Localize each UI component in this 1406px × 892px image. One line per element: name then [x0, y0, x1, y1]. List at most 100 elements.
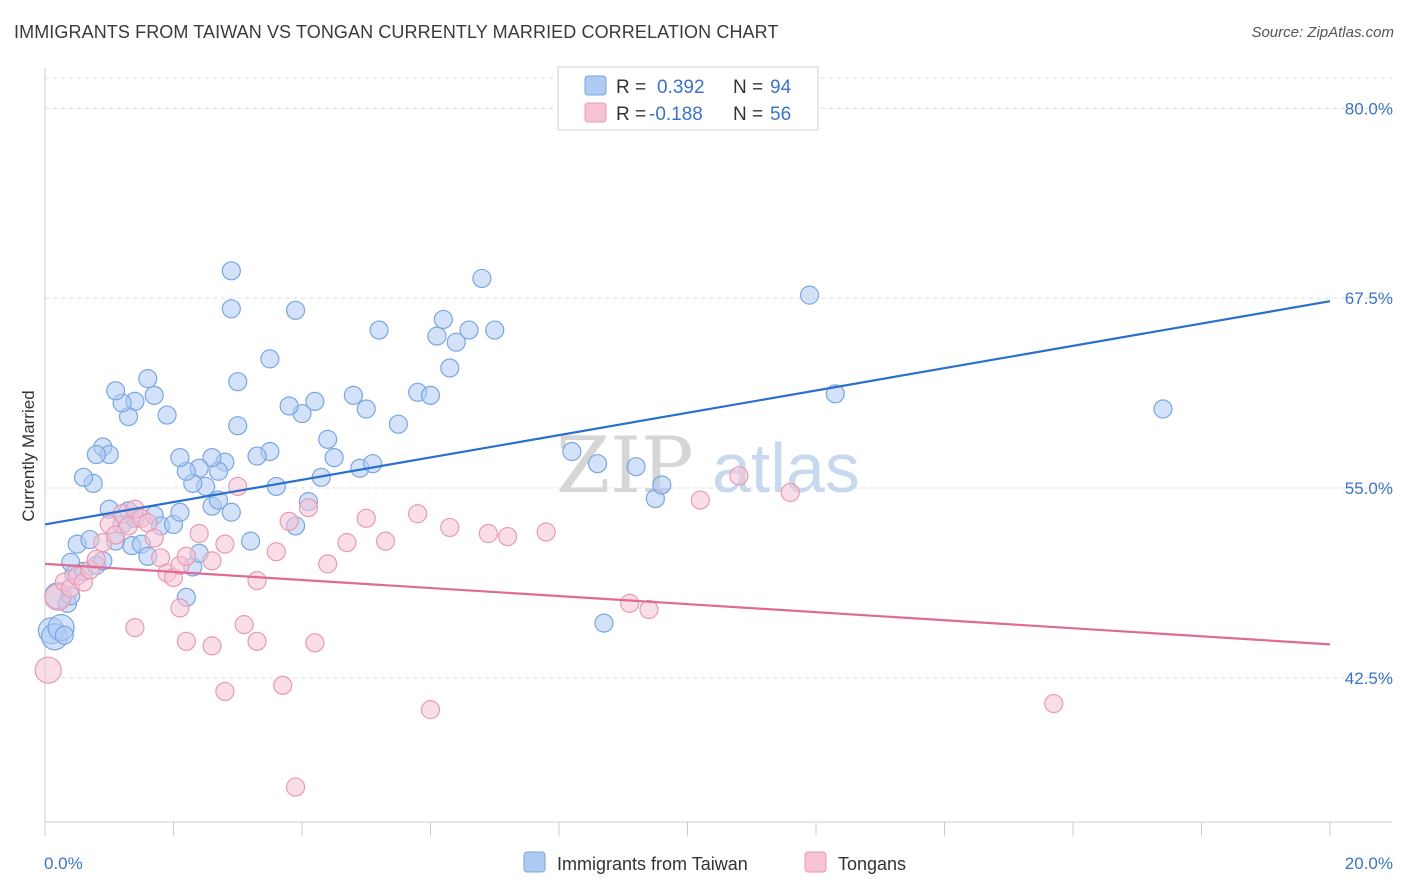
taiwan-point-87: [626, 457, 646, 477]
tongan-point-7: [86, 549, 107, 569]
taiwan-point-59: [170, 447, 190, 468]
trend-lines: [44, 300, 1331, 646]
chart-title: IMMIGRANTS FROM TAIWAN VS TONGAN CURRENT…: [14, 22, 779, 42]
y-tick-label-0: 80.0%: [1345, 99, 1393, 118]
taiwan-point-49: [279, 396, 299, 416]
bottom-legend-label-taiwan: Immigrants from Taiwan: [557, 854, 748, 874]
taiwan-point-32: [221, 502, 241, 522]
bottom-legend-swatch-taiwan: [523, 851, 546, 873]
taiwan-point-47: [305, 391, 325, 412]
tongan-point-52: [273, 675, 293, 695]
legend-r-label-1: R =: [616, 77, 646, 98]
trend-line-tongan: [44, 562, 1331, 646]
tongan-point-33: [375, 531, 396, 551]
tongan-point-22: [189, 523, 209, 544]
taiwan-point-38: [324, 447, 344, 468]
y-tick-label-1: 67.5%: [1345, 289, 1393, 308]
y-tick-labels: 80.0% 67.5% 55.0% 42.5%: [1345, 99, 1393, 687]
taiwan-point-55: [202, 447, 222, 468]
tongan-point-39: [620, 593, 640, 613]
gridlines: [45, 77, 1392, 679]
tongan-point-43: [780, 482, 800, 503]
tongan-point-34: [408, 504, 428, 524]
tongan-point-42: [729, 466, 749, 486]
taiwan-point-76: [285, 300, 306, 320]
tongan-point-40: [639, 599, 659, 620]
taiwan-point-46: [318, 429, 338, 449]
taiwan-point-84: [485, 320, 505, 340]
taiwan-point-41: [388, 414, 408, 434]
taiwan-point-85: [562, 441, 582, 462]
bottom-legend-swatch-tongan: [804, 851, 827, 873]
taiwan-point-52: [228, 416, 248, 436]
taiwan-point-73: [260, 349, 280, 369]
taiwan-point-80: [440, 358, 460, 378]
taiwan-point-34: [266, 476, 286, 497]
taiwan-point-77: [369, 320, 389, 340]
legend-n-value-2: 56: [770, 104, 791, 125]
tongan-point-24: [215, 534, 235, 554]
taiwan-point-86: [587, 454, 608, 474]
taiwan-point-44: [356, 399, 376, 419]
source-credit: Source: ZipAtlas.com: [1251, 24, 1394, 41]
taiwan-point-60: [157, 405, 177, 425]
tongan-point-35: [440, 517, 460, 538]
tongan-point-29: [298, 498, 319, 518]
taiwan-point-62: [138, 369, 158, 389]
legend-n-label-2: N =: [733, 104, 763, 125]
legend-n-label-1: N =: [733, 77, 763, 98]
tongan-point-28: [279, 511, 299, 531]
x-tick-label-1: 20.0%: [1345, 854, 1393, 873]
y-tick-label-3: 42.5%: [1345, 669, 1393, 688]
bottom-legend-label-tongan: Tongans: [838, 854, 906, 874]
taiwan-point-25: [170, 502, 190, 522]
legend-swatch-tongan: [584, 102, 607, 123]
legend-r-value-1: 0.392: [657, 77, 705, 98]
taiwan-point-91: [799, 285, 820, 305]
axes: [44, 68, 1392, 836]
taiwan-point-43: [420, 385, 441, 405]
tongan-point-32: [356, 508, 376, 528]
taiwan-point-69: [86, 444, 107, 465]
taiwan-point-92: [825, 384, 845, 404]
bottom-legend: Immigrants from Taiwan Tongans: [523, 851, 906, 874]
tongan-point-44: [1044, 693, 1064, 714]
taiwan-point-90: [594, 613, 614, 633]
y-tick-label-2: 55.0%: [1345, 479, 1393, 498]
taiwan-point-33: [241, 531, 261, 551]
legend-r-value-2: -0.188: [649, 104, 703, 125]
trend-line-taiwan: [44, 300, 1331, 526]
tongan-point-46: [170, 598, 190, 618]
taiwan-point-75: [221, 299, 241, 319]
tongan-point-47: [234, 615, 254, 635]
tongan-point-27: [266, 542, 286, 562]
tongan-point-21: [176, 546, 196, 566]
x-tick-label-0: 0.0%: [44, 854, 83, 873]
tongan-point-53: [215, 681, 235, 702]
tongan-point-31: [337, 533, 357, 553]
tongan-point-38: [536, 522, 556, 542]
taiwan-point-51: [247, 446, 267, 466]
tongan-point-55: [285, 777, 306, 797]
legend-r-label-2: R =: [616, 104, 646, 125]
tongan-point-54: [420, 700, 441, 720]
taiwan-point-93: [1153, 399, 1173, 419]
taiwan-point-89: [652, 475, 672, 495]
legend-swatch-taiwan: [584, 75, 607, 96]
taiwan-point-45: [343, 385, 363, 405]
taiwan-point-74: [221, 261, 241, 281]
taiwan-point-79: [446, 332, 466, 352]
taiwan-point-71: [73, 467, 94, 487]
tongan-point-48: [202, 636, 222, 656]
legend-box: R = 0.392 N = 94 R = -0.188 N = 56: [557, 66, 819, 131]
tongan-point-0: [34, 656, 62, 684]
tongan-point-41: [690, 490, 710, 510]
legend-n-value-1: 94: [770, 77, 792, 98]
tongan-point-37: [498, 526, 518, 547]
taiwan-point-82: [472, 268, 492, 289]
tongan-point-50: [176, 631, 196, 651]
x-tick-labels: 0.0% 20.0%: [44, 854, 1393, 873]
tongan-point-36: [478, 523, 498, 544]
tongan-point-16: [144, 528, 164, 548]
